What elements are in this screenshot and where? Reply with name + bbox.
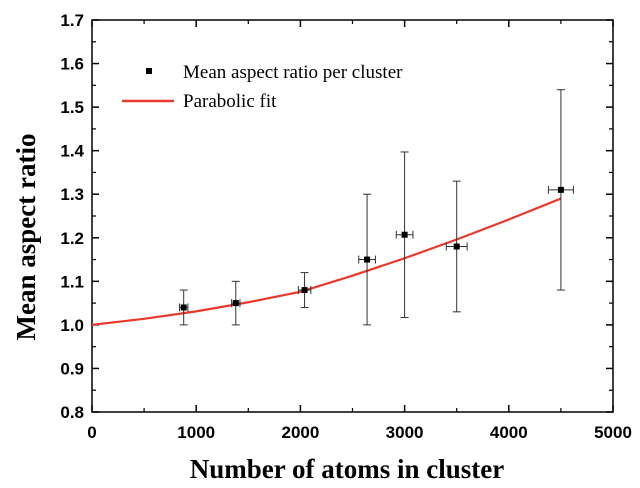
data-point-group bbox=[297, 272, 312, 308]
x-tick-label: 4000 bbox=[490, 423, 528, 442]
legend-label-points: Mean aspect ratio per cluster bbox=[183, 62, 403, 83]
data-point-group bbox=[179, 289, 189, 326]
data-point-group bbox=[547, 89, 574, 291]
fit-curve bbox=[91, 197, 562, 326]
data-point-group bbox=[445, 180, 468, 313]
y-tick-label: 1.1 bbox=[60, 272, 84, 291]
y-tick-label: 1.2 bbox=[60, 229, 84, 248]
y-axis-title: Mean aspect ratio bbox=[11, 134, 41, 341]
y-tick-label: 1.7 bbox=[60, 11, 84, 30]
data-point-group bbox=[358, 193, 376, 326]
y-tick-label: 0.8 bbox=[60, 403, 84, 422]
data-point bbox=[232, 300, 239, 307]
x-tick-label: 3000 bbox=[386, 423, 424, 442]
x-axis-ticks: 0 1000 2000 3000 4000 5000 bbox=[87, 20, 632, 442]
legend-marker-points bbox=[146, 68, 152, 74]
fit-layer bbox=[91, 197, 562, 326]
x-tick-label: 2000 bbox=[281, 423, 319, 442]
data-point bbox=[453, 243, 460, 250]
data-point bbox=[401, 231, 408, 238]
y-tick-label: 0.9 bbox=[60, 359, 84, 378]
x-axis-title: Number of atoms in cluster bbox=[190, 454, 504, 484]
y-tick-label: 1.5 bbox=[60, 98, 84, 117]
x-tick-label: 0 bbox=[87, 423, 96, 442]
data-point bbox=[301, 287, 308, 294]
y-tick-label: 1.0 bbox=[60, 316, 84, 335]
y-tick-label: 1.6 bbox=[60, 55, 84, 74]
y-tick-label: 1.4 bbox=[60, 142, 84, 161]
data-point-group bbox=[395, 151, 414, 318]
data-point bbox=[180, 304, 187, 311]
data-point bbox=[364, 256, 371, 263]
data-point bbox=[557, 186, 564, 193]
x-tick-label: 5000 bbox=[594, 423, 632, 442]
legend-label-fit: Parabolic fit bbox=[183, 91, 277, 112]
data-point-group bbox=[231, 280, 241, 326]
x-tick-label: 1000 bbox=[177, 423, 215, 442]
y-axis-ticks: 0.8 0.9 1.0 1.1 1.2 1.3 1.4 1.5 1.6 1.7 bbox=[60, 11, 613, 422]
points-layer bbox=[179, 89, 574, 326]
y-tick-label: 1.3 bbox=[60, 185, 84, 204]
legend: Mean aspect ratio per cluster Parabolic … bbox=[122, 62, 403, 112]
